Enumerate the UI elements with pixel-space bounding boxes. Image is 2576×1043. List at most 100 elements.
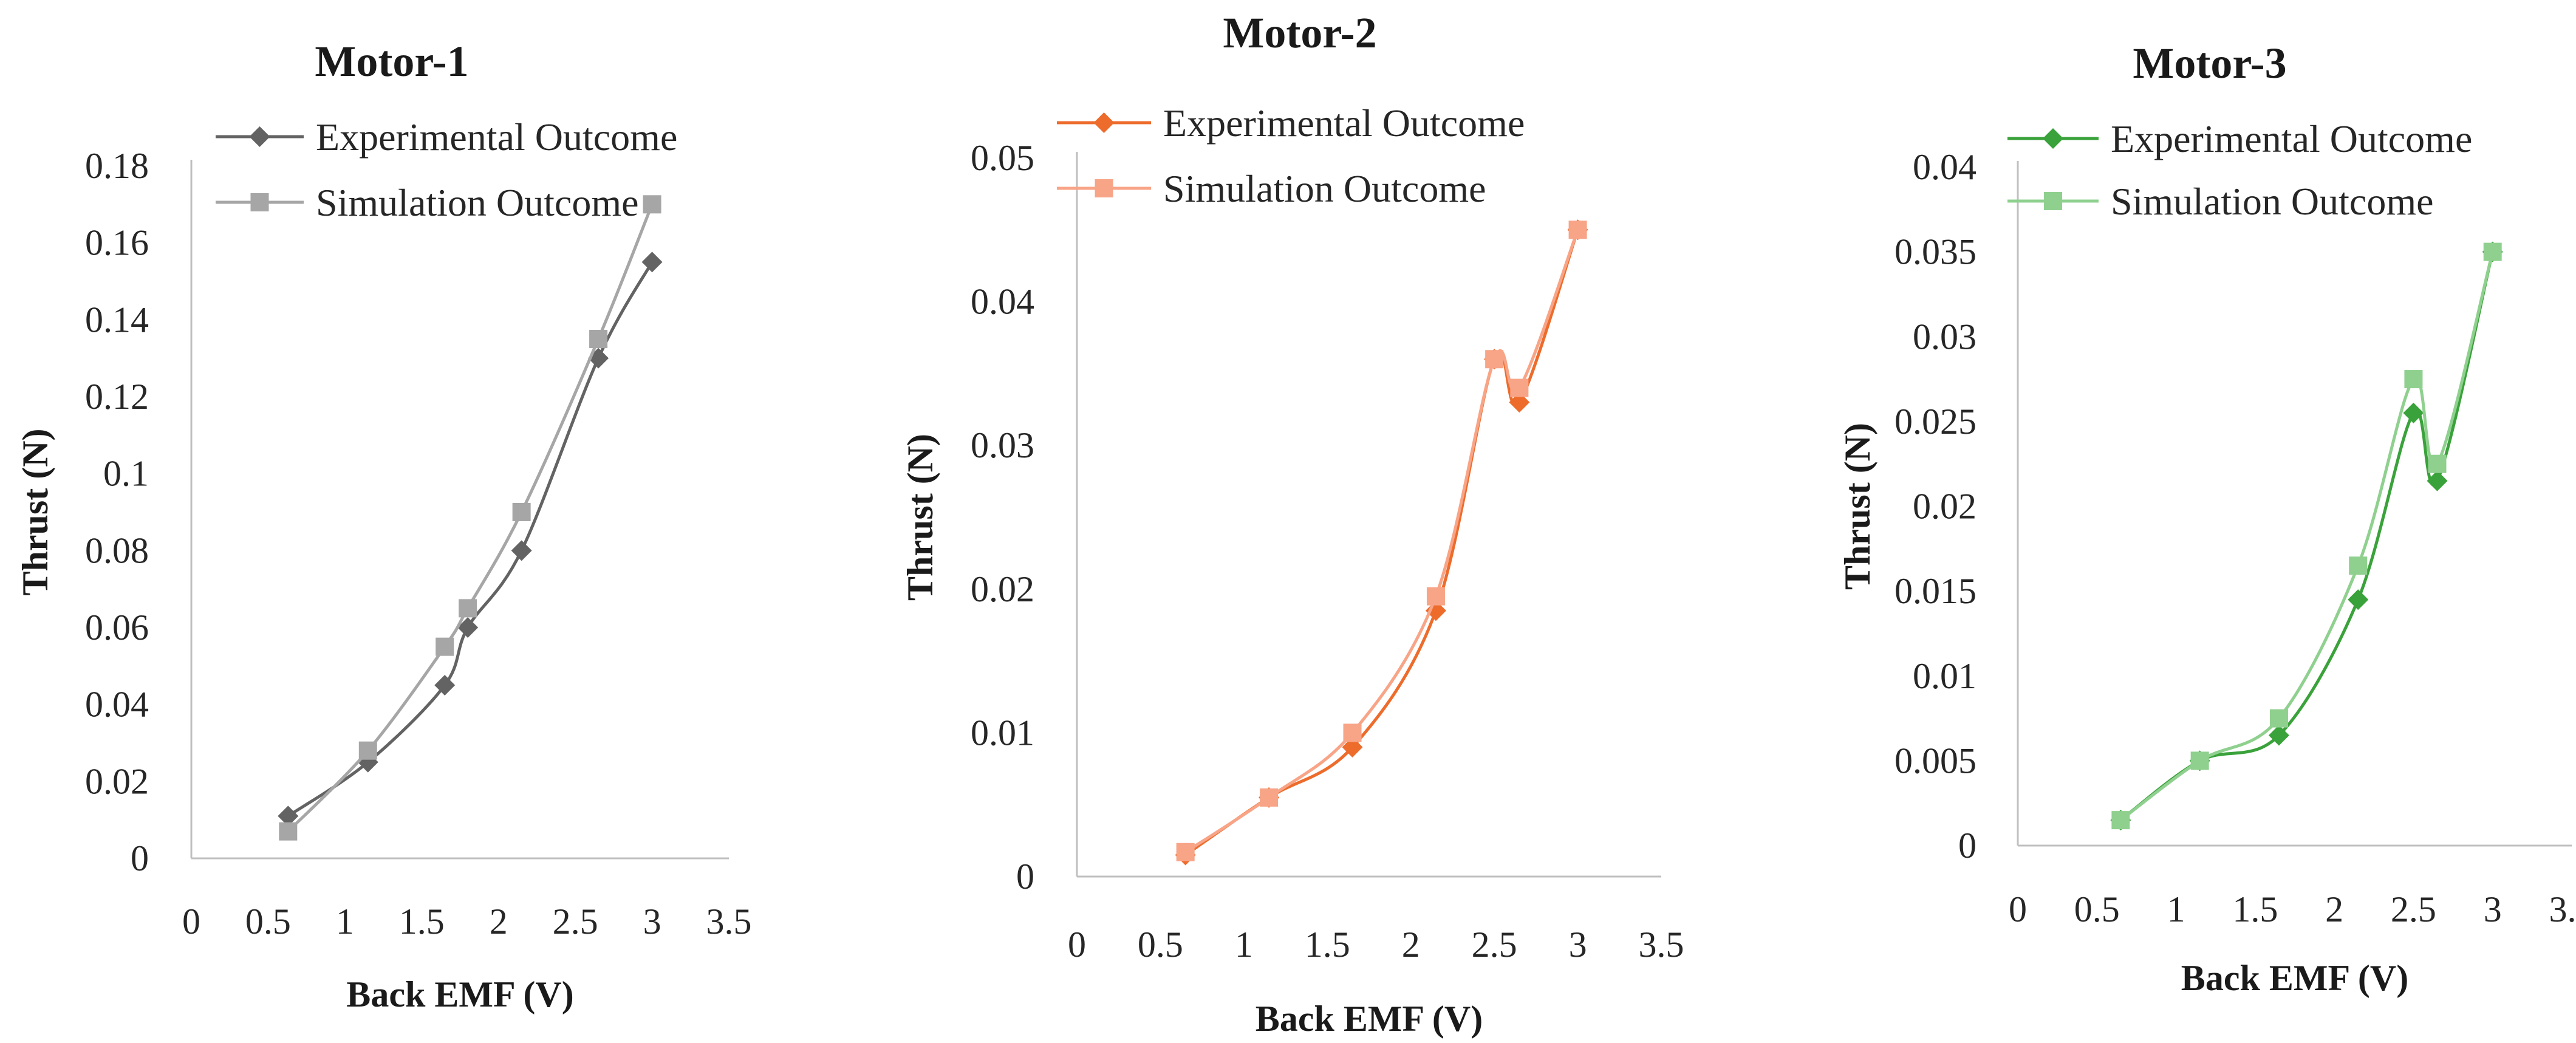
x-tick-label: 0.5: [2074, 889, 2120, 929]
y-axis-title: Thrust (N): [900, 434, 940, 601]
y-axis-title: Thrust (N): [1837, 423, 1877, 590]
x-tick-label: 1: [2167, 889, 2185, 929]
data-point: [512, 503, 531, 521]
y-tick-label: 0.04: [1913, 147, 1976, 187]
y-tick-label: 0.03: [1913, 316, 1976, 357]
y-tick-label: 0.14: [85, 299, 149, 340]
series-line: [287, 203, 654, 833]
x-tick-label: 0: [2009, 889, 2027, 929]
series-line: [2119, 251, 2495, 822]
data-point: [2349, 556, 2368, 575]
legend-item-1: Experimental Outcome: [2007, 117, 2472, 160]
x-tick-label: 0: [182, 901, 200, 942]
data-point: [278, 805, 299, 827]
y-tick-label: 0.005: [1894, 740, 1976, 781]
y-tick-label: 0: [1016, 857, 1034, 897]
chart-title: Motor-1: [315, 37, 468, 86]
y-tick-label: 0.12: [85, 377, 149, 417]
data-point: [358, 741, 377, 760]
y-tick-label: 0.04: [971, 282, 1034, 322]
y-tick-label: 0.06: [85, 607, 149, 648]
x-tick-label: 0.5: [1138, 925, 1183, 965]
data-point: [2348, 589, 2369, 610]
y-tick-label: 0.02: [1913, 487, 1976, 527]
data-point: [1260, 788, 1279, 807]
data-point: [589, 330, 608, 348]
series-line: [2119, 251, 2495, 822]
x-axis-title: Back EMF (V): [1256, 999, 1483, 1039]
data-point: [511, 540, 532, 561]
x-axis-title: Back EMF (V): [346, 974, 573, 1014]
x-tick-label: 3: [643, 901, 661, 942]
data-point: [1343, 723, 1362, 742]
series-2: [279, 195, 661, 841]
legend-label: Experimental Outcome: [1163, 101, 1525, 145]
y-tick-label: 0.01: [971, 713, 1034, 753]
legend-item-2: Simulation Outcome: [1057, 167, 1486, 210]
legend-marker: [2043, 128, 2063, 149]
y-tick-label: 0: [1958, 826, 1976, 866]
data-point: [1510, 378, 1529, 397]
data-point: [1342, 737, 1363, 758]
y-tick-label: 0.01: [1913, 656, 1976, 696]
data-point: [1426, 587, 1445, 606]
series-2: [1176, 221, 1587, 861]
x-tick-label: 3.5: [706, 901, 752, 942]
x-tick-label: 1.5: [2232, 889, 2278, 929]
chart-2: Motor-2 0 0.01 0.02 0.03 0.04 0.05 0 0.5 1 1.5 2 2.5…: [900, 9, 1684, 1039]
x-tick-label: 3.5: [1639, 925, 1684, 965]
series-1: [2110, 241, 2503, 831]
legend-marker: [1095, 179, 1113, 197]
x-tick-label: 2.5: [2391, 889, 2436, 929]
legend-label: Experimental Outcome: [316, 115, 677, 159]
data-point: [2190, 751, 2209, 770]
x-tick-label: 1.5: [399, 901, 445, 942]
series-line: [1184, 229, 1579, 857]
data-point: [1485, 350, 1504, 369]
data-point: [643, 195, 661, 214]
y-tick-label: 0.04: [85, 685, 149, 725]
data-point: [2427, 470, 2448, 491]
data-point: [436, 637, 454, 656]
y-axis-title: Thrust (N): [15, 428, 55, 595]
x-tick-label: 2: [1402, 925, 1420, 965]
data-point: [434, 675, 456, 696]
x-tick-label: 1.5: [1305, 925, 1350, 965]
y-tick-label: 0.1: [103, 454, 149, 494]
x-tick-label: 3: [2484, 889, 2502, 929]
legend-label: Simulation Outcome: [2111, 180, 2434, 223]
y-tick-label: 0.05: [971, 138, 1034, 178]
data-point: [1509, 392, 1530, 413]
y-tick-label: 0.02: [971, 569, 1034, 609]
x-tick-label: 3.5: [2549, 889, 2576, 929]
legend-marker: [2044, 192, 2062, 210]
y-tick-label: 0.015: [1894, 571, 1976, 611]
x-tick-label: 1: [336, 901, 354, 942]
data-point: [1568, 221, 1587, 239]
legend-item-2: Simulation Outcome: [2007, 180, 2434, 223]
legend-item-2: Simulation Outcome: [216, 181, 639, 224]
series-2: [2111, 242, 2502, 830]
y-tick-label: 0.18: [85, 146, 149, 186]
x-tick-label: 0: [1068, 925, 1086, 965]
chart-3: Motor-3 0 0.005 0.01 0.015 0.02 0.025 0.03 0.035…: [1837, 39, 2576, 998]
chart-1: Motor-1 0 0.02 0.04 0.06 0.08 0.1 0.12 0.14 0.16 0…: [15, 37, 752, 1014]
x-tick-label: 3: [1569, 925, 1587, 965]
legend-label: Experimental Outcome: [2111, 117, 2472, 160]
chart-title: Motor-2: [1223, 9, 1376, 57]
data-point: [457, 617, 479, 638]
y-tick-label: 0.08: [85, 530, 149, 570]
chart-title: Motor-3: [2133, 39, 2286, 87]
series-line: [1184, 229, 1579, 853]
data-point: [2268, 725, 2289, 746]
legend-marker: [249, 126, 270, 147]
x-axis-title: Back EMF (V): [2181, 958, 2408, 998]
legend-item-1: Experimental Outcome: [1057, 101, 1525, 145]
y-tick-label: 0.02: [85, 761, 149, 801]
data-point: [2483, 242, 2502, 261]
legend-marker: [250, 193, 269, 211]
legend-label: Simulation Outcome: [316, 181, 639, 224]
data-point: [2403, 402, 2424, 423]
data-point: [2269, 709, 2288, 728]
